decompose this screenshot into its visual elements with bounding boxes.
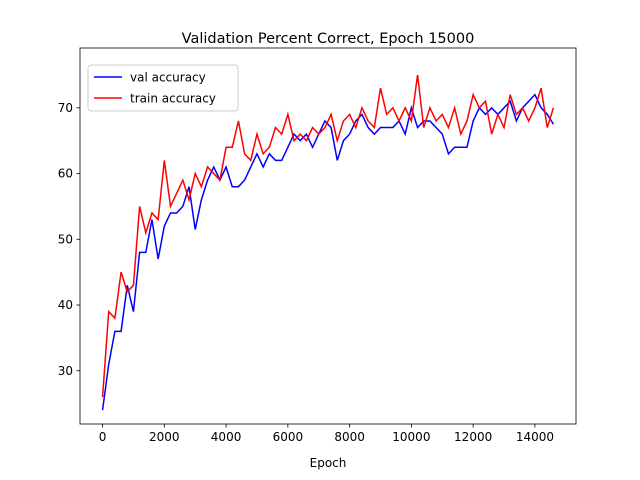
y-tick-label: 60 xyxy=(58,167,73,181)
x-tick-label: 4000 xyxy=(211,430,242,444)
x-axis-label: Epoch xyxy=(310,456,347,470)
x-tick-label: 0 xyxy=(99,430,107,444)
plot-frame xyxy=(79,47,577,425)
x-tick-label: 10000 xyxy=(392,430,430,444)
y-tick-label: 40 xyxy=(58,298,73,312)
y-tick-label: 50 xyxy=(58,232,73,246)
legend-label: val accuracy xyxy=(130,71,206,85)
legend-box xyxy=(87,64,239,112)
line xyxy=(101,93,555,411)
y-tick-label: 70 xyxy=(58,101,73,115)
chart-title: Validation Percent Correct, Epoch 15000 xyxy=(182,31,475,47)
x-tick-label: 6000 xyxy=(273,430,304,444)
x-tick-label: 8000 xyxy=(334,430,365,444)
x-tick-label: 14000 xyxy=(516,430,554,444)
legend-label: train accuracy xyxy=(130,92,216,106)
y-tick-label: 30 xyxy=(58,364,73,378)
x-tick-label: 12000 xyxy=(454,430,492,444)
line xyxy=(101,74,555,398)
x-tick-label: 2000 xyxy=(149,430,180,444)
